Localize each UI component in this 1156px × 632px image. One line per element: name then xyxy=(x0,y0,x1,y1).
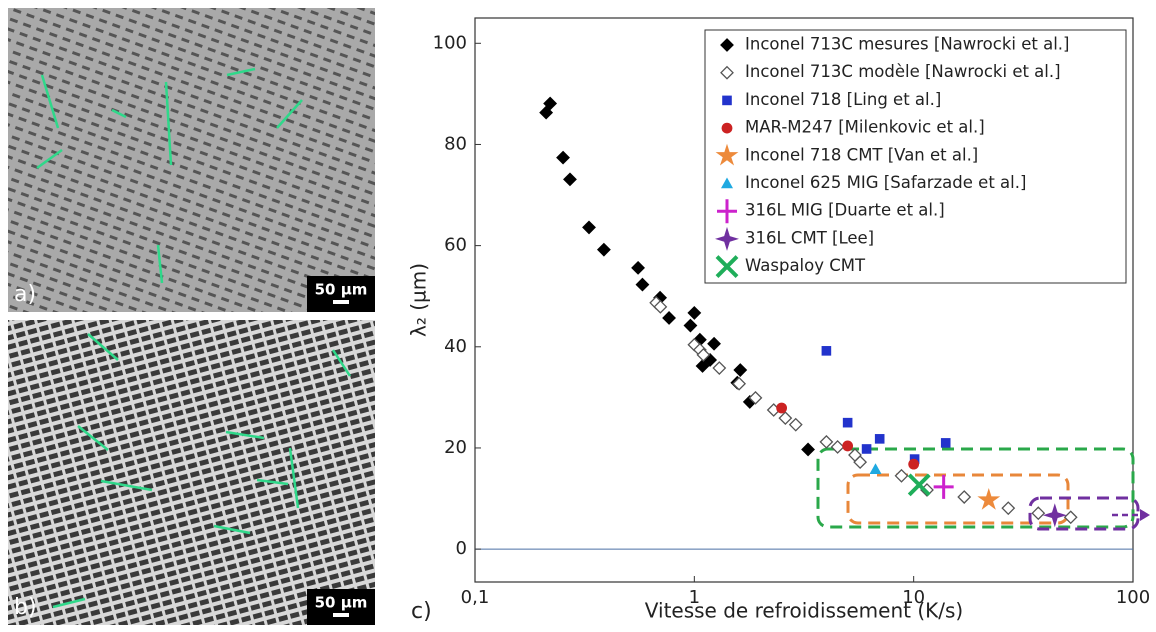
diamond-marker xyxy=(635,277,650,292)
diamond-marker xyxy=(712,361,727,375)
highlight-box xyxy=(816,447,1135,529)
plot-frame xyxy=(474,17,1134,583)
diamond-marker xyxy=(631,260,645,275)
diamond-marker xyxy=(687,305,702,320)
star-marker xyxy=(715,143,739,166)
y-tick-label: 100 xyxy=(433,32,467,53)
y-axis-label: λ₂ (µm) xyxy=(407,263,431,337)
diamond-marker xyxy=(830,440,845,454)
diamond-marker xyxy=(720,38,734,52)
cross-marker xyxy=(715,255,739,279)
triangle-marker xyxy=(721,177,733,189)
circle-marker xyxy=(908,458,920,470)
diamond-marker xyxy=(853,455,868,470)
legend-label: 316L MIG [Duarte et al.] xyxy=(745,201,945,220)
scale-bar-label: 50 µm xyxy=(315,281,368,299)
legend-label: Inconel 718 [Ling et al.] xyxy=(745,90,941,109)
arrow-head xyxy=(1140,509,1150,521)
diamond-marker xyxy=(596,242,611,257)
diamond-marker xyxy=(801,442,815,457)
square-marker xyxy=(861,444,872,454)
square-marker xyxy=(842,417,853,428)
diamond-marker xyxy=(748,390,763,405)
diamond-marker xyxy=(696,347,711,362)
circle-marker xyxy=(721,122,733,134)
cross-marker xyxy=(907,473,931,497)
diamond-marker xyxy=(1001,501,1016,516)
star4-marker xyxy=(1042,503,1067,528)
star-marker xyxy=(977,488,1001,510)
legend-label: MAR-M247 [Milenkovic et al.] xyxy=(745,118,985,137)
diamond-marker xyxy=(1063,510,1078,525)
diamond-marker xyxy=(556,150,570,165)
micrograph-b xyxy=(8,320,375,625)
x-tick-label: 1 xyxy=(689,587,700,608)
micrograph-a xyxy=(8,8,375,312)
scale-bar-label: 50 µm xyxy=(315,594,368,612)
star4-marker xyxy=(715,226,739,251)
y-tick-label: 0 xyxy=(456,538,467,559)
triangle-marker xyxy=(869,463,882,474)
diamond-marker xyxy=(720,65,734,80)
legend-box xyxy=(704,29,1127,284)
diamond-marker xyxy=(543,96,558,111)
scale-bar xyxy=(333,613,349,617)
diamond-marker xyxy=(707,336,721,351)
legend-label: Inconel 713C modèle [Nawrocki et al.] xyxy=(745,62,1061,81)
diamond-marker xyxy=(733,363,748,377)
legend-label: Inconel 625 MIG [Safarzade et al.] xyxy=(745,173,1026,192)
panel-label: b) xyxy=(14,595,37,620)
x-tick-label: 100 xyxy=(1116,587,1150,608)
diamond-marker xyxy=(819,434,834,449)
scale-bar xyxy=(333,300,349,304)
diamond-marker xyxy=(1031,506,1046,521)
diamond-marker xyxy=(695,359,710,373)
legend-label: Inconel 718 CMT [Van et al.] xyxy=(745,145,978,164)
square-marker xyxy=(722,95,732,106)
plus-marker xyxy=(717,199,737,224)
y-tick-label: 40 xyxy=(444,336,467,357)
diamond-marker xyxy=(957,490,972,504)
highlight-box xyxy=(1028,496,1140,531)
panel-label: a) xyxy=(14,282,36,307)
y-tick-label: 60 xyxy=(444,235,467,256)
plus-marker xyxy=(933,474,954,499)
x-tick-label: 10 xyxy=(902,587,925,608)
diamond-marker xyxy=(894,468,909,483)
legend-label: Waspaloy CMT xyxy=(745,256,866,275)
square-marker xyxy=(940,438,951,448)
y-tick-label: 80 xyxy=(444,133,467,154)
circle-marker xyxy=(842,440,854,452)
panel-label: c) xyxy=(411,599,432,624)
y-tick-label: 20 xyxy=(444,437,467,458)
circle-marker xyxy=(776,402,788,414)
diamond-marker xyxy=(662,311,676,325)
diamond-marker xyxy=(563,172,577,187)
legend-label: 316L CMT [Lee] xyxy=(745,228,874,247)
x-axis-label: Vitesse de refroidissement (K/s) xyxy=(645,599,963,623)
diamond-marker xyxy=(683,318,698,333)
square-marker xyxy=(874,434,885,444)
diamond-marker xyxy=(788,417,803,432)
diamond-marker xyxy=(732,376,747,391)
diamond-marker xyxy=(582,220,596,235)
legend-label: Inconel 713C mesures [Nawrocki et al.] xyxy=(745,35,1069,54)
diamond-marker xyxy=(653,299,668,314)
x-tick-label: 0,1 xyxy=(461,587,490,608)
square-marker xyxy=(821,346,832,356)
diamond-marker xyxy=(539,105,554,120)
diamond-marker xyxy=(778,411,793,426)
